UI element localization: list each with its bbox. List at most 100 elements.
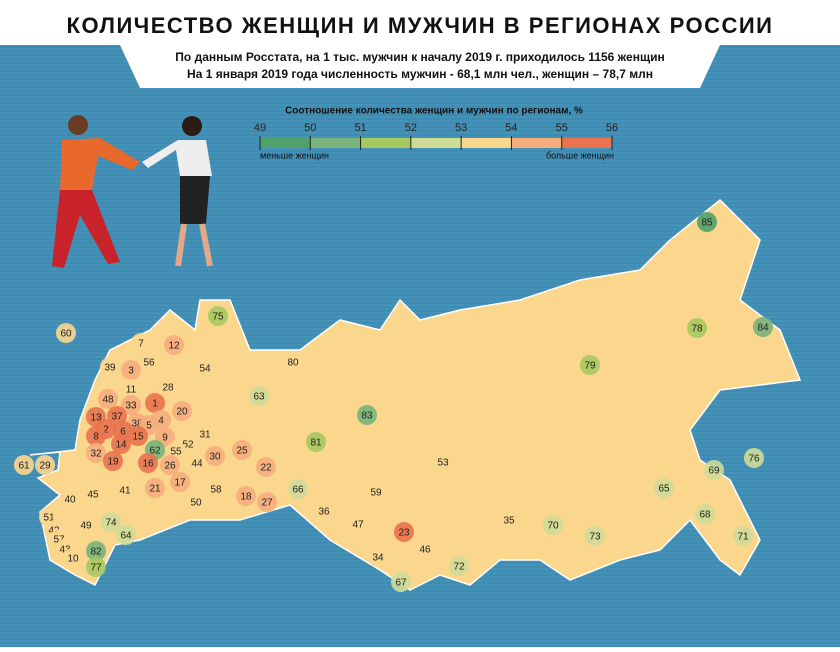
- region-label: 20: [176, 407, 188, 418]
- region: [56, 323, 76, 343]
- region: [733, 526, 753, 546]
- region-label: 39: [104, 363, 116, 374]
- region: [35, 455, 55, 475]
- region-label: 8: [93, 432, 99, 443]
- region: [164, 335, 184, 355]
- region-label: 53: [437, 458, 449, 469]
- region-label: 57: [53, 535, 65, 546]
- region: [116, 525, 136, 545]
- region-label: 15: [132, 432, 144, 443]
- region-label: 26: [164, 461, 176, 472]
- subtitle: На 1 января 2019 года численность мужчин…: [187, 67, 653, 81]
- region: [86, 426, 106, 446]
- region: [172, 401, 192, 421]
- region-label: 17: [174, 478, 186, 489]
- region: [697, 212, 717, 232]
- region-label: 41: [119, 486, 131, 497]
- region-label: 72: [453, 562, 465, 573]
- region: [145, 478, 165, 498]
- region: [232, 440, 252, 460]
- region-label: 74: [105, 518, 117, 529]
- region: [433, 452, 453, 472]
- region-label: 43: [59, 545, 71, 556]
- region: [138, 453, 158, 473]
- region-label: 80: [287, 358, 299, 369]
- region: [348, 514, 368, 534]
- region-label: 31: [199, 430, 211, 441]
- region: [288, 479, 308, 499]
- region: [86, 557, 106, 577]
- legend-tick-label: 49: [254, 122, 266, 134]
- legend-tick-label: 54: [505, 122, 517, 134]
- region-label: 37: [111, 412, 123, 423]
- legend-swatch: [310, 138, 361, 148]
- region-label: 2: [103, 425, 109, 436]
- region-label: 27: [261, 498, 273, 509]
- region: [391, 572, 411, 592]
- region-label: 40: [64, 495, 76, 506]
- region: [14, 455, 34, 475]
- region: [160, 455, 180, 475]
- region-label: 85: [701, 218, 713, 229]
- region: [695, 504, 715, 524]
- region-label: 30: [209, 452, 221, 463]
- region: [121, 379, 141, 399]
- region-label: 78: [691, 324, 703, 335]
- region-label: 73: [589, 532, 601, 543]
- legend-tick-label: 50: [304, 122, 316, 134]
- region: [687, 318, 707, 338]
- region: [158, 377, 178, 397]
- region-label: 13: [90, 413, 102, 424]
- region-label: 1: [152, 399, 158, 410]
- region: [314, 501, 334, 521]
- legend-swatch: [511, 138, 562, 148]
- region: [186, 492, 206, 512]
- legend-swatch: [561, 138, 612, 148]
- region-label: 50: [190, 498, 202, 509]
- region: [76, 515, 96, 535]
- region-label: 28: [162, 383, 174, 394]
- subtitle-bar: [120, 45, 720, 88]
- region: [63, 548, 83, 568]
- region: [368, 547, 388, 567]
- region: [449, 556, 469, 576]
- region: [283, 352, 303, 372]
- region: [111, 434, 131, 454]
- region: [115, 480, 135, 500]
- region: [543, 515, 563, 535]
- region-label: 49: [80, 521, 92, 532]
- region-label: 76: [748, 454, 760, 465]
- region-label: 16: [142, 459, 154, 470]
- region: [744, 448, 764, 468]
- region-label: 61: [18, 461, 30, 472]
- region-label: 63: [253, 392, 265, 403]
- region: [357, 405, 377, 425]
- region: [394, 522, 414, 542]
- region: [415, 539, 435, 559]
- legend-swatch: [260, 138, 311, 148]
- region: [86, 541, 106, 561]
- region: [101, 512, 121, 532]
- region-label: 19: [107, 457, 119, 468]
- region-label: 34: [372, 553, 384, 564]
- region-label: 14: [115, 440, 127, 451]
- region-label: 69: [708, 466, 720, 477]
- legend-swatch: [461, 138, 512, 148]
- region-label: 12: [168, 341, 180, 352]
- region: [121, 360, 141, 380]
- legend-swatch: [410, 138, 462, 148]
- region-label: 64: [120, 531, 132, 542]
- people-illustration: [52, 115, 213, 268]
- legend-tick-label: 56: [606, 122, 618, 134]
- region-label: 38: [131, 419, 143, 430]
- region-label: 77: [90, 563, 102, 574]
- region-label: 18: [240, 492, 252, 503]
- region-label: 25: [236, 446, 248, 457]
- region: [98, 389, 118, 409]
- title: КОЛИЧЕСТВО ЖЕНЩИН И МУЖЧИН В РЕГИОНАХ РО…: [67, 13, 774, 38]
- region-label: 62: [149, 446, 161, 457]
- region: [236, 486, 256, 506]
- legend-tick-label: 52: [405, 122, 417, 134]
- region-label: 6: [120, 427, 126, 438]
